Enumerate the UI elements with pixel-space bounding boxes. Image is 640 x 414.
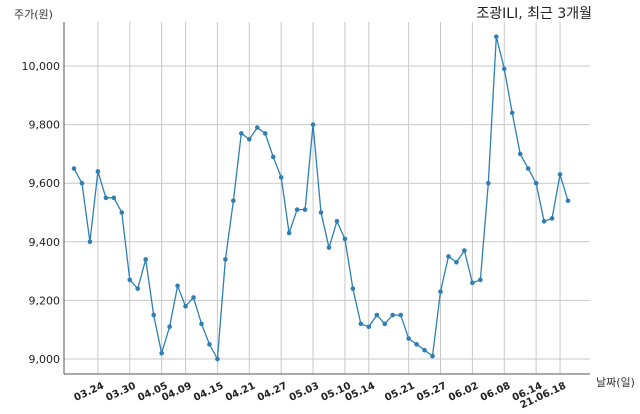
data-point (334, 218, 340, 224)
y-tick-label: 9,400 (29, 236, 61, 249)
data-point (509, 110, 515, 116)
data-point (239, 131, 244, 136)
data-point (262, 131, 268, 136)
x-tick-labels: 03.2403.3004.0504.0904.1504.2104.2705.03… (73, 381, 568, 412)
chart-title: 조광ILI, 최근 3개월 (476, 6, 592, 22)
data-point (310, 122, 316, 127)
data-point (286, 230, 292, 236)
data-point (223, 257, 228, 262)
data-point (446, 254, 451, 259)
data-point (406, 336, 411, 341)
data-point (119, 210, 125, 215)
data-point (111, 195, 117, 201)
grid (64, 22, 590, 374)
data-point (231, 198, 236, 204)
data-point (478, 277, 483, 283)
y-tick-label: 9,200 (29, 294, 61, 307)
y-tick-label: 9,000 (29, 353, 61, 366)
data-point (390, 312, 396, 318)
data-point (533, 180, 539, 186)
y-axis-label: 주가(원) (14, 8, 53, 21)
data-point (493, 34, 499, 39)
data-point (254, 125, 260, 130)
data-point (183, 303, 188, 309)
data-point (95, 169, 101, 174)
y-tick-label: 9,600 (29, 177, 61, 190)
data-point (565, 198, 571, 204)
data-point (215, 356, 220, 362)
x-tick-label: 03.24 (73, 381, 106, 404)
data-point (382, 321, 388, 327)
data-point (175, 283, 180, 289)
data-point (302, 207, 308, 212)
x-tick-label: 06.08 (479, 381, 512, 404)
x-tick-label: 05.27 (415, 381, 448, 404)
data-point (103, 195, 109, 201)
data-point (191, 295, 196, 300)
data-point (207, 342, 212, 347)
data-point (422, 347, 427, 353)
data-point (430, 353, 435, 359)
data-point (270, 154, 276, 160)
data-point (414, 342, 419, 347)
data-point (462, 248, 467, 253)
data-point (278, 175, 284, 180)
x-axis-label: 날짜(일) (596, 375, 635, 389)
y-tick-label: 10,000 (22, 60, 61, 73)
data-point (557, 172, 563, 177)
y-tick-label: 9,800 (29, 119, 61, 132)
x-tick-label: 03.30 (104, 381, 137, 404)
data-point (135, 286, 141, 291)
data-point (318, 210, 324, 215)
data-point (525, 166, 531, 171)
price-series (71, 34, 571, 362)
data-point (167, 324, 172, 330)
data-point (517, 151, 523, 157)
x-tick-label: 05.21 (383, 381, 416, 404)
x-tick-label: 04.21 (224, 381, 257, 404)
data-point (454, 260, 459, 265)
data-point (366, 324, 372, 330)
data-point (326, 245, 332, 250)
data-point (501, 66, 507, 72)
data-point (71, 166, 77, 171)
data-point (143, 257, 149, 262)
data-point (79, 180, 85, 186)
data-point (159, 350, 164, 356)
data-point (486, 180, 491, 186)
data-point (342, 236, 348, 242)
data-point (151, 312, 156, 318)
x-tick-label: 04.15 (192, 381, 225, 404)
data-point (549, 216, 555, 221)
data-point (199, 321, 204, 327)
data-point (541, 218, 547, 224)
price-line (73, 36, 569, 362)
data-point (294, 207, 300, 212)
data-point (358, 321, 364, 327)
data-point (246, 136, 252, 142)
data-point (374, 312, 380, 318)
data-point (470, 280, 475, 286)
y-tick-labels: 9,000 9,200 9,400 9,600 9,800 10,000 (22, 60, 61, 366)
data-point (87, 239, 93, 245)
x-tick-label: 04.27 (256, 381, 289, 404)
x-tick-label: 06.02 (447, 381, 480, 404)
x-tick-label: 05.03 (288, 381, 321, 404)
axes (63, 22, 590, 375)
data-point (127, 277, 133, 283)
data-point (438, 289, 443, 294)
data-point (398, 312, 403, 318)
data-point (350, 286, 356, 291)
